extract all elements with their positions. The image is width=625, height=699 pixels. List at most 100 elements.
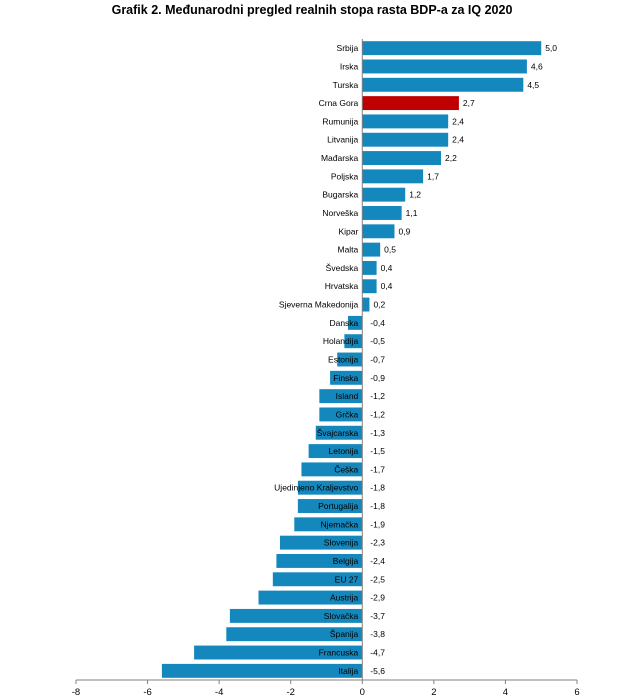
value-label: -1,7 [370, 464, 385, 474]
bar [315, 425, 363, 440]
category-label: Letonija [329, 446, 359, 456]
x-tick-label: -8 [72, 687, 80, 698]
category-label: Austrija [330, 593, 359, 603]
value-label: 1,1 [406, 208, 418, 218]
x-tick-label: 4 [503, 687, 508, 698]
value-label: -0,7 [370, 355, 385, 365]
value-label: 2,4 [452, 116, 464, 126]
x-tick-label: -6 [143, 687, 151, 698]
bar [362, 169, 424, 184]
value-label: 0,9 [398, 226, 410, 236]
x-axis: -8 -6 -4 -2 0 2 4 6 [72, 39, 580, 698]
bar [258, 590, 363, 605]
bar [272, 572, 363, 587]
bar [279, 535, 363, 550]
category-label: Italija [338, 666, 358, 676]
category-label: Španija [330, 629, 359, 639]
value-label: -2,4 [370, 556, 385, 566]
category-label: Poljska [331, 171, 359, 181]
x-tick-label: 2 [431, 687, 436, 698]
value-label: 4,5 [527, 80, 539, 90]
value-label: -5,6 [370, 666, 385, 676]
bar [362, 279, 377, 294]
value-label: -3,8 [370, 629, 385, 639]
category-label: Rumunija [322, 116, 358, 126]
value-label: 0,5 [384, 245, 396, 255]
category-label: EU 27 [335, 574, 359, 584]
value-label: -1,2 [370, 409, 385, 419]
value-label: -0,9 [370, 373, 385, 383]
bar [362, 242, 381, 257]
bar [362, 132, 449, 147]
value-label: -2,3 [370, 538, 385, 548]
bar [347, 315, 363, 330]
value-label: 5,0 [545, 43, 557, 53]
bar [308, 444, 363, 459]
x-tick-label: 6 [574, 687, 579, 698]
value-label: 1,7 [427, 171, 439, 181]
category-label: Norveška [322, 208, 358, 218]
category-label: Holandija [323, 336, 359, 346]
value-label: 0,4 [381, 263, 393, 273]
category-label: Slovenija [324, 538, 359, 548]
bar [161, 663, 363, 678]
value-label: -0,4 [370, 318, 385, 328]
bar [362, 96, 459, 111]
category-label: Estonija [328, 355, 359, 365]
value-label: -4,7 [370, 648, 385, 658]
category-label: Grčka [336, 409, 359, 419]
category-label: Švedska [326, 263, 359, 273]
bar [362, 77, 524, 92]
bar [337, 352, 363, 367]
category-label: Hrvatska [325, 281, 359, 291]
value-label: -1,3 [370, 428, 385, 438]
bars-group: Srbija 5,0 Irska 4,6 Turska 4,5 Crna Gora 2,7 Ru… [161, 41, 557, 678]
category-label: Crna Gora [319, 98, 359, 108]
category-label: Litvanija [327, 135, 358, 145]
value-label: 0,4 [381, 281, 393, 291]
bar [229, 608, 363, 623]
value-label: -1,8 [370, 483, 385, 493]
value-label: 4,6 [531, 61, 543, 71]
bar [362, 187, 406, 202]
category-label: Francuska [319, 648, 359, 658]
bar [297, 499, 363, 513]
bar [362, 41, 542, 56]
bar [194, 645, 363, 660]
bar [362, 59, 527, 74]
category-label: Slovačka [324, 611, 359, 621]
category-label: Njemačka [320, 519, 358, 529]
value-label: 2,2 [445, 153, 457, 163]
bar [362, 151, 442, 166]
bar [362, 297, 370, 312]
bar [301, 462, 363, 477]
x-tick-label: -4 [215, 687, 223, 698]
value-label: -1,5 [370, 446, 385, 456]
category-label: Malta [337, 245, 358, 255]
bar [362, 224, 395, 239]
bar [319, 407, 363, 422]
category-label: Portugalija [318, 501, 358, 511]
bar [362, 206, 402, 220]
bar [276, 553, 363, 568]
category-label: Kipar [338, 226, 358, 236]
category-label: Švajcarska [317, 428, 359, 438]
bar [294, 517, 363, 532]
category-label: Irska [340, 61, 359, 71]
value-label: 2,4 [452, 135, 464, 145]
bar [226, 627, 363, 642]
category-label: Ujedinjeno Kraljevstvo [274, 483, 358, 493]
category-label: Mađarska [321, 153, 359, 163]
category-label: Finska [333, 373, 358, 383]
value-label: -3,7 [370, 611, 385, 621]
bar [344, 334, 363, 349]
category-label: Island [336, 391, 359, 401]
value-label: 2,7 [463, 98, 475, 108]
bar [319, 389, 363, 404]
value-label: -0,5 [370, 336, 385, 346]
value-label: 0,2 [373, 300, 385, 310]
value-label: -1,2 [370, 391, 385, 401]
x-tick-label: 0 [360, 687, 365, 698]
category-label: Bugarska [322, 190, 358, 200]
chart-title: Grafik 2. Međunarodni pregled realnih st… [112, 3, 513, 17]
